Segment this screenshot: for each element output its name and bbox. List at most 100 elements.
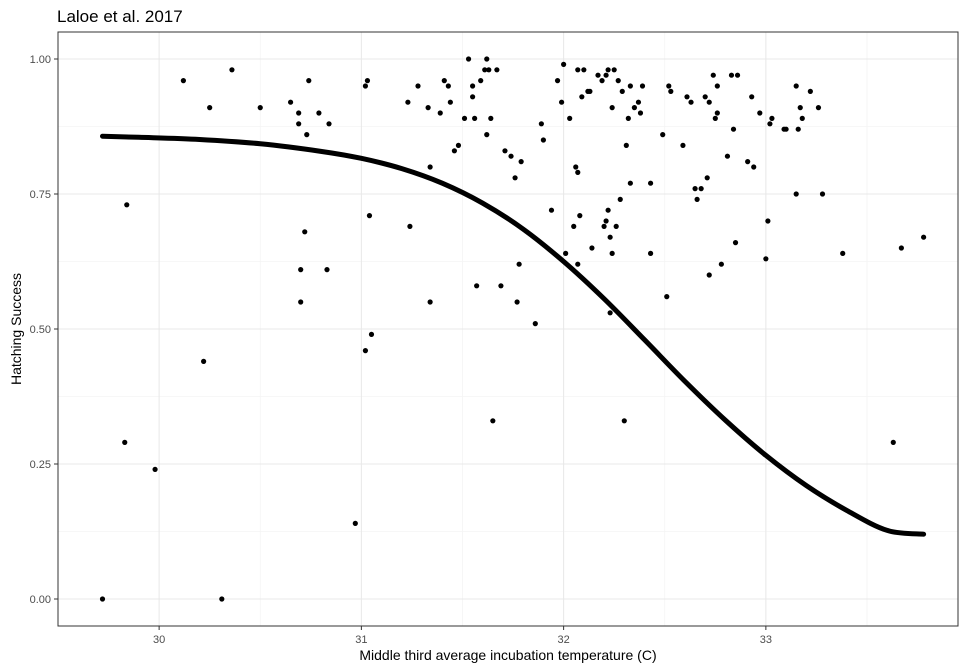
- data-point: [486, 67, 492, 73]
- data-point: [548, 207, 555, 213]
- data-point: [490, 418, 496, 424]
- data-point: [613, 223, 619, 229]
- data-point: [601, 223, 607, 229]
- data-point: [99, 596, 106, 602]
- data-point: [627, 83, 633, 89]
- plot-panel: [57, 31, 959, 627]
- y-tick-label: 0.00: [30, 594, 51, 606]
- data-point: [668, 88, 674, 94]
- x-tick-label: 33: [760, 634, 772, 646]
- data-point: [763, 256, 769, 262]
- data-point: [484, 56, 490, 62]
- data-point: [326, 121, 332, 127]
- data-point: [767, 121, 773, 127]
- data-point: [666, 83, 672, 89]
- data-point: [558, 99, 565, 105]
- data-point: [623, 142, 629, 148]
- data-point: [484, 132, 490, 138]
- data-point: [498, 283, 504, 289]
- data-point: [441, 78, 447, 84]
- data-point: [124, 202, 130, 208]
- data-point: [745, 159, 751, 165]
- data-point: [797, 105, 803, 111]
- data-point: [637, 110, 644, 116]
- data-point: [609, 105, 615, 111]
- data-point: [575, 67, 581, 73]
- data-point: [660, 132, 666, 138]
- data-point: [455, 142, 462, 148]
- data-point: [706, 272, 712, 278]
- data-point: [692, 186, 698, 192]
- chart-title: Laloe et al. 2017: [57, 7, 183, 26]
- data-point: [718, 261, 724, 267]
- data-point: [465, 56, 472, 62]
- data-point: [603, 218, 609, 224]
- data-point: [732, 240, 739, 246]
- data-point: [152, 466, 158, 472]
- data-point: [807, 88, 813, 94]
- data-point: [571, 223, 577, 229]
- data-point: [595, 72, 601, 78]
- data-point: [815, 105, 822, 111]
- data-point: [518, 159, 524, 165]
- data-point: [639, 83, 646, 89]
- data-point: [730, 126, 737, 132]
- data-point: [445, 83, 451, 89]
- data-point: [229, 67, 235, 73]
- y-tick-label: 0.75: [30, 189, 51, 201]
- data-point: [795, 126, 801, 132]
- data-point: [577, 213, 583, 219]
- y-axis-title: Hatching Success: [8, 273, 24, 385]
- data-point: [425, 105, 431, 111]
- data-point: [819, 191, 826, 197]
- data-point: [502, 148, 508, 154]
- data-point: [581, 67, 587, 73]
- data-point: [607, 310, 613, 316]
- data-point: [514, 299, 520, 305]
- data-point: [180, 78, 186, 84]
- data-point: [793, 191, 799, 197]
- data-point: [684, 94, 690, 100]
- y-tick-label: 0.25: [30, 459, 51, 471]
- data-point: [482, 67, 488, 73]
- data-point: [611, 67, 617, 73]
- x-tick-label: 30: [153, 634, 165, 646]
- data-point: [122, 439, 128, 445]
- y-axis: 0.00 0.25 0.50 0.75 1.00: [30, 54, 58, 606]
- y-tick-label: 0.50: [30, 324, 51, 336]
- data-point: [575, 261, 581, 267]
- data-points: [99, 56, 927, 602]
- data-point: [783, 126, 789, 132]
- data-point: [368, 331, 375, 337]
- data-point: [751, 164, 757, 170]
- data-point: [298, 299, 304, 305]
- data-point: [728, 72, 735, 78]
- data-point: [599, 78, 605, 84]
- data-point: [714, 110, 720, 116]
- data-point: [427, 299, 433, 305]
- data-point: [609, 250, 615, 256]
- data-point: [573, 164, 579, 170]
- data-point: [447, 99, 453, 105]
- data-point: [508, 153, 514, 159]
- data-point: [769, 115, 775, 121]
- data-point: [563, 250, 569, 256]
- data-point: [532, 321, 538, 327]
- data-point: [587, 88, 593, 94]
- data-point: [617, 196, 623, 202]
- data-point: [324, 267, 330, 273]
- data-point: [554, 78, 561, 84]
- data-point: [405, 99, 411, 105]
- data-point: [712, 115, 718, 121]
- data-point: [296, 121, 302, 127]
- data-point: [631, 105, 638, 111]
- data-point: [635, 99, 642, 105]
- data-point: [257, 105, 263, 111]
- data-point: [589, 245, 595, 251]
- data-point: [575, 169, 581, 175]
- data-point: [437, 110, 443, 116]
- data-point: [407, 223, 413, 229]
- data-point: [704, 175, 710, 181]
- data-point: [647, 180, 654, 186]
